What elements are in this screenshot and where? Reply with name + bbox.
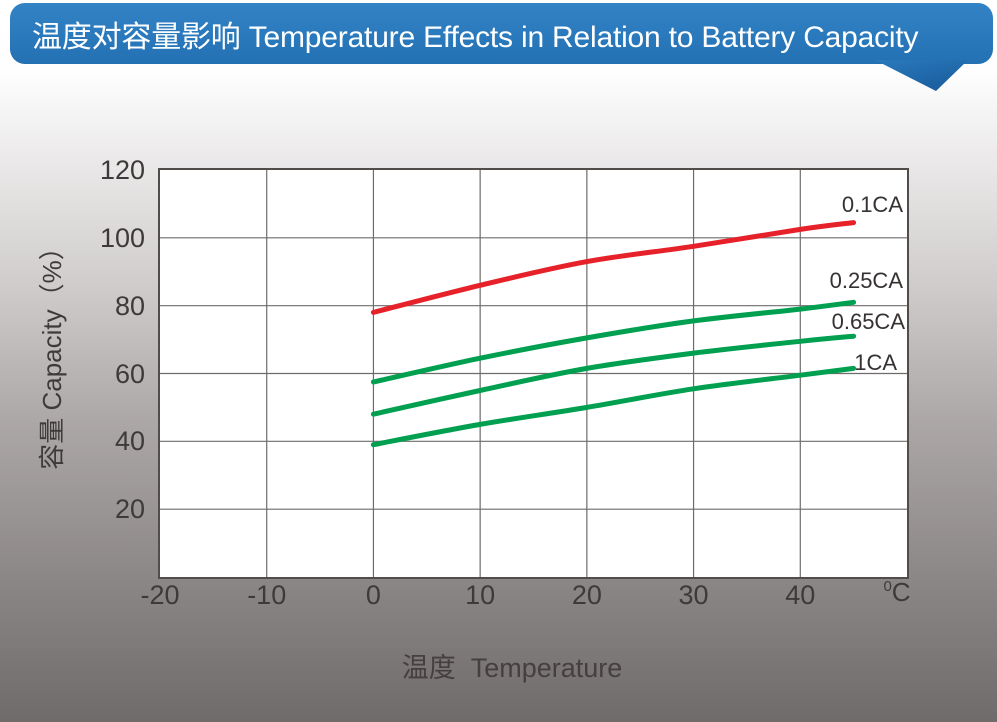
curve-label-1CA: 1CA <box>854 350 897 375</box>
x-tick-label: -10 <box>247 580 287 610</box>
y-tick-label: 40 <box>114 426 145 457</box>
series-line-1CA <box>370 365 857 448</box>
curve-label-0.65CA: 0.65CA <box>831 309 905 334</box>
y-tick-label: 20 <box>114 494 145 525</box>
page-title: 温度对容量影响 Temperature Effects in Relation … <box>32 20 919 54</box>
y-axis-title: 容量 Capacity（%） <box>37 234 67 470</box>
curve-label-0.1CA: 0.1CA <box>841 192 903 217</box>
y-tick-label: 80 <box>114 290 145 321</box>
y-tick-label: 60 <box>114 358 145 389</box>
series-line-0.65CA <box>370 333 857 417</box>
x-tick-label: 0 <box>365 580 381 610</box>
title-banner: 温度对容量影响 Temperature Effects in Relation … <box>10 3 993 64</box>
plot-area <box>158 168 909 579</box>
chart-canvas <box>160 170 907 577</box>
x-axis-title: 温度 Temperature <box>401 653 623 683</box>
curve-label-0.25CA: 0.25CA <box>829 268 903 293</box>
x-tick-label: 20 <box>571 580 602 610</box>
x-tick-label: 40 <box>785 580 816 610</box>
x-tick-label: -20 <box>140 580 180 610</box>
series-line-0.1CA <box>370 220 857 315</box>
x-axis-unit-letter: C <box>891 577 911 607</box>
y-tick-label: 120 <box>99 155 145 185</box>
y-tick-label: 100 <box>99 222 145 253</box>
x-axis-unit: 0C <box>857 577 937 608</box>
series-line-0.25CA <box>370 299 857 385</box>
x-tick-label: 30 <box>678 580 709 610</box>
x-axis-unit-degree: 0 <box>883 578 892 595</box>
x-tick-label: 10 <box>465 580 496 610</box>
title-banner-tail-icon <box>875 60 968 91</box>
